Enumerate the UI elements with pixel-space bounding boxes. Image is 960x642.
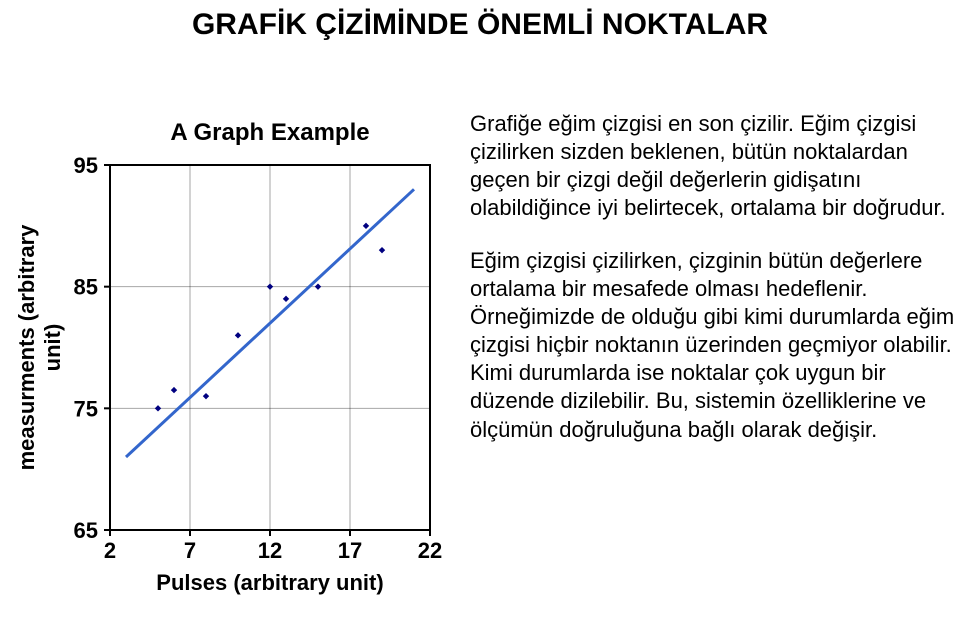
- x-axis-label: Pulses (arbitrary unit): [156, 570, 383, 595]
- chart-title: A Graph Example: [170, 119, 369, 146]
- y-tick-label: 95: [74, 153, 98, 178]
- x-tick-label: 12: [258, 538, 282, 563]
- page-title: GRAFİK ÇİZİMİNDE ÖNEMLİ NOKTALAR: [0, 8, 960, 42]
- paragraph-2: Eğim çizgisi çizilirken, çizginin bütün …: [470, 247, 960, 444]
- y-tick-label: 65: [74, 518, 98, 543]
- y-tick-label: 85: [74, 275, 98, 300]
- x-tick-label: 17: [338, 538, 362, 563]
- svg-text:unit): unit): [40, 324, 65, 372]
- x-tick-label: 22: [418, 538, 442, 563]
- graph-example-chart: A Graph Example 65 75 85 95 2 7 12 17 22 Pulses (a…: [10, 110, 450, 610]
- svg-text:measurments (arbitrary: measurments (arbitrary: [14, 224, 39, 471]
- chart-container: A Graph Example 65 75 85 95 2 7 12 17 22 Pulses (a…: [10, 110, 450, 610]
- page: GRAFİK ÇİZİMİNDE ÖNEMLİ NOKTALAR A Graph…: [0, 0, 960, 642]
- body-text: Grafiğe eğim çizgisi en son çizilir. Eği…: [470, 110, 960, 468]
- paragraph-1: Grafiğe eğim çizgisi en son çizilir. Eği…: [470, 110, 960, 223]
- x-tick-label: 7: [184, 538, 196, 563]
- x-tick-label: 2: [104, 538, 116, 563]
- y-tick-label: 75: [74, 396, 98, 421]
